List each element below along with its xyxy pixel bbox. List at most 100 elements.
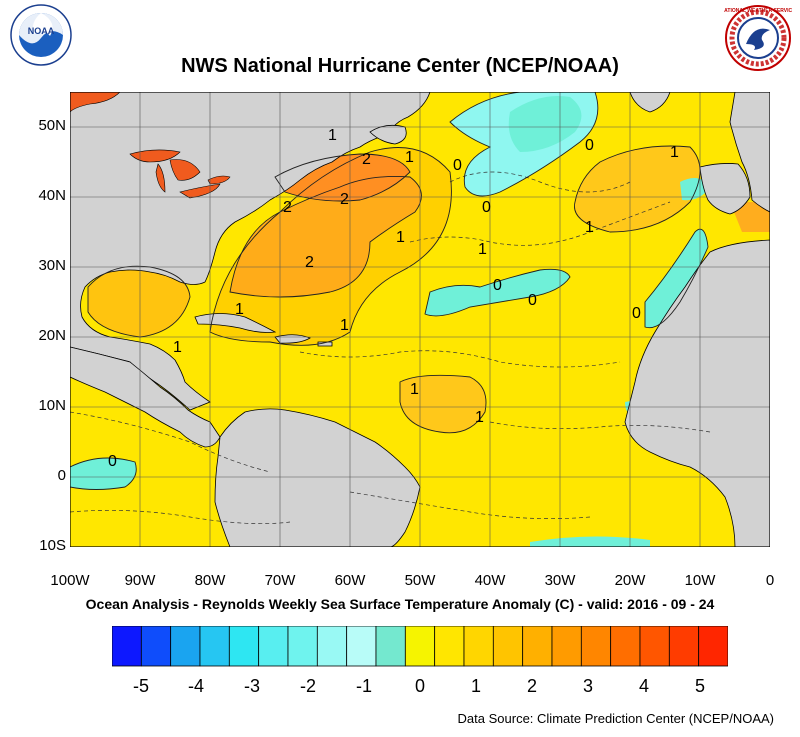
colorbar-cell — [170, 626, 201, 667]
contour-label: 2 — [305, 254, 314, 271]
colorbar-label: 0 — [414, 676, 425, 696]
colorbar-cell — [258, 626, 289, 667]
colorbar-label: 4 — [638, 676, 649, 696]
lon-label: 80W — [194, 572, 226, 589]
contour-label: 0 — [493, 277, 502, 294]
noaa-logo: NOAA — [10, 4, 72, 66]
svg-text:NOAA: NOAA — [28, 26, 55, 36]
colorbar-label: -5 — [132, 676, 149, 696]
contour-label: 1 — [670, 144, 679, 161]
land-south-america — [214, 408, 421, 547]
colorbar-label: 3 — [582, 676, 593, 696]
cool-region-central — [425, 269, 570, 316]
lat-label: 0 — [57, 467, 66, 484]
colorbar-cell — [551, 626, 582, 667]
colorbar-label: 1 — [470, 676, 481, 696]
colorbar-label: 2 — [526, 676, 537, 696]
sst-anomaly-map: 1 1 2 2 2 0 1 0 2 1 1 1 0 0 0 1 1 1 1 0 … — [70, 92, 770, 547]
colorbar-cell — [463, 626, 494, 667]
cool-region-canary — [645, 229, 708, 328]
colorbar-label: -4 — [187, 676, 204, 696]
colorbar-cell — [199, 626, 230, 667]
colorbar-cell — [492, 626, 524, 667]
colorbar-cell — [404, 626, 436, 667]
colorbar-cell — [639, 626, 670, 667]
colorbar-label: -3 — [243, 676, 260, 696]
lon-label: 50W — [404, 572, 436, 589]
dashed-contours — [70, 171, 711, 525]
colorbar-cell — [668, 626, 700, 667]
contour-label: 1 — [405, 149, 414, 166]
cool-region-pacific — [70, 458, 137, 490]
nws-logo-text: NATIONAL WEATHER SERVICE — [724, 8, 792, 14]
contour-label: 1 — [173, 339, 182, 356]
contour-labels: 1 1 2 2 2 0 1 0 2 1 1 1 0 0 0 1 1 1 1 0 … — [108, 127, 679, 470]
lat-label: 40N — [38, 187, 66, 204]
data-source: Data Source: Climate Prediction Center (… — [457, 711, 774, 726]
colorbar-cell — [434, 626, 465, 667]
map-subtitle: Ocean Analysis - Reynolds Weekly Sea Sur… — [85, 596, 715, 612]
land-greenland-tip — [629, 92, 671, 113]
contour-label: 1 — [396, 229, 405, 246]
contour-label: 1 — [340, 317, 349, 334]
contour-label: 1 — [328, 127, 337, 144]
contour-label: 0 — [453, 157, 462, 174]
colorbar-cell — [346, 626, 377, 667]
lon-label: 40W — [474, 572, 506, 589]
lake-superior — [129, 149, 181, 163]
anomaly-region-gulf — [88, 266, 190, 337]
lon-label: 100W — [50, 572, 90, 589]
contour-label: 0 — [108, 453, 117, 470]
land-central-america — [70, 346, 221, 448]
colorbar-cell — [140, 626, 172, 667]
colorbar — [112, 626, 728, 667]
colorbar-cell — [316, 626, 348, 667]
contour-label: 0 — [528, 292, 537, 309]
lat-label: 30N — [38, 257, 66, 274]
lake-huron — [169, 159, 201, 181]
lon-label: 20W — [614, 572, 646, 589]
lat-label: 10N — [38, 397, 66, 414]
colorbar-cell — [228, 626, 260, 667]
nws-logo: NATIONAL WEATHER SERVICE — [724, 5, 792, 71]
colorbar-cell — [698, 626, 728, 667]
contour-label: 1 — [478, 241, 487, 258]
colorbar-label: 5 — [694, 676, 705, 696]
map-title: NWS National Hurricane Center (NCEP/NOAA… — [181, 55, 619, 77]
land-newfoundland — [369, 124, 407, 145]
contour-label: 0 — [632, 305, 641, 322]
hudson-bay-edge — [70, 92, 121, 113]
colorbar-label: -2 — [299, 676, 316, 696]
land-africa — [624, 239, 770, 547]
contour-label: 1 — [585, 219, 594, 236]
land-iberia — [699, 163, 751, 215]
lake-michigan — [155, 163, 166, 193]
lon-label: 10W — [684, 572, 716, 589]
contour-label: 2 — [362, 151, 371, 168]
land-europe — [729, 92, 770, 213]
lon-label: 70W — [264, 572, 296, 589]
lat-label: 10S — [39, 537, 66, 554]
contour-label: 1 — [475, 409, 484, 426]
lon-label: 0 — [765, 572, 775, 589]
contour-label: 2 — [340, 191, 349, 208]
contour-label: 0 — [482, 199, 491, 216]
contour-label: 1 — [410, 381, 419, 398]
lon-label: 60W — [334, 572, 366, 589]
contour-label: 2 — [283, 199, 292, 216]
land-cuba — [194, 313, 277, 333]
anomaly-region-east — [574, 146, 700, 232]
lake-ontario — [207, 175, 231, 185]
colorbar-label: -1 — [355, 676, 372, 696]
colorbar-cell — [287, 626, 318, 667]
colorbar-cell — [580, 626, 612, 667]
colorbar-cell — [522, 626, 553, 667]
lon-label: 30W — [544, 572, 576, 589]
colorbar-cell — [610, 626, 641, 667]
contour-label: 0 — [585, 137, 594, 154]
colorbar-cell — [375, 626, 406, 667]
anomaly-region-tropic — [400, 375, 486, 433]
lat-label: 50N — [38, 117, 66, 134]
anomaly-region-iberia — [730, 202, 770, 232]
graticule — [70, 92, 770, 547]
